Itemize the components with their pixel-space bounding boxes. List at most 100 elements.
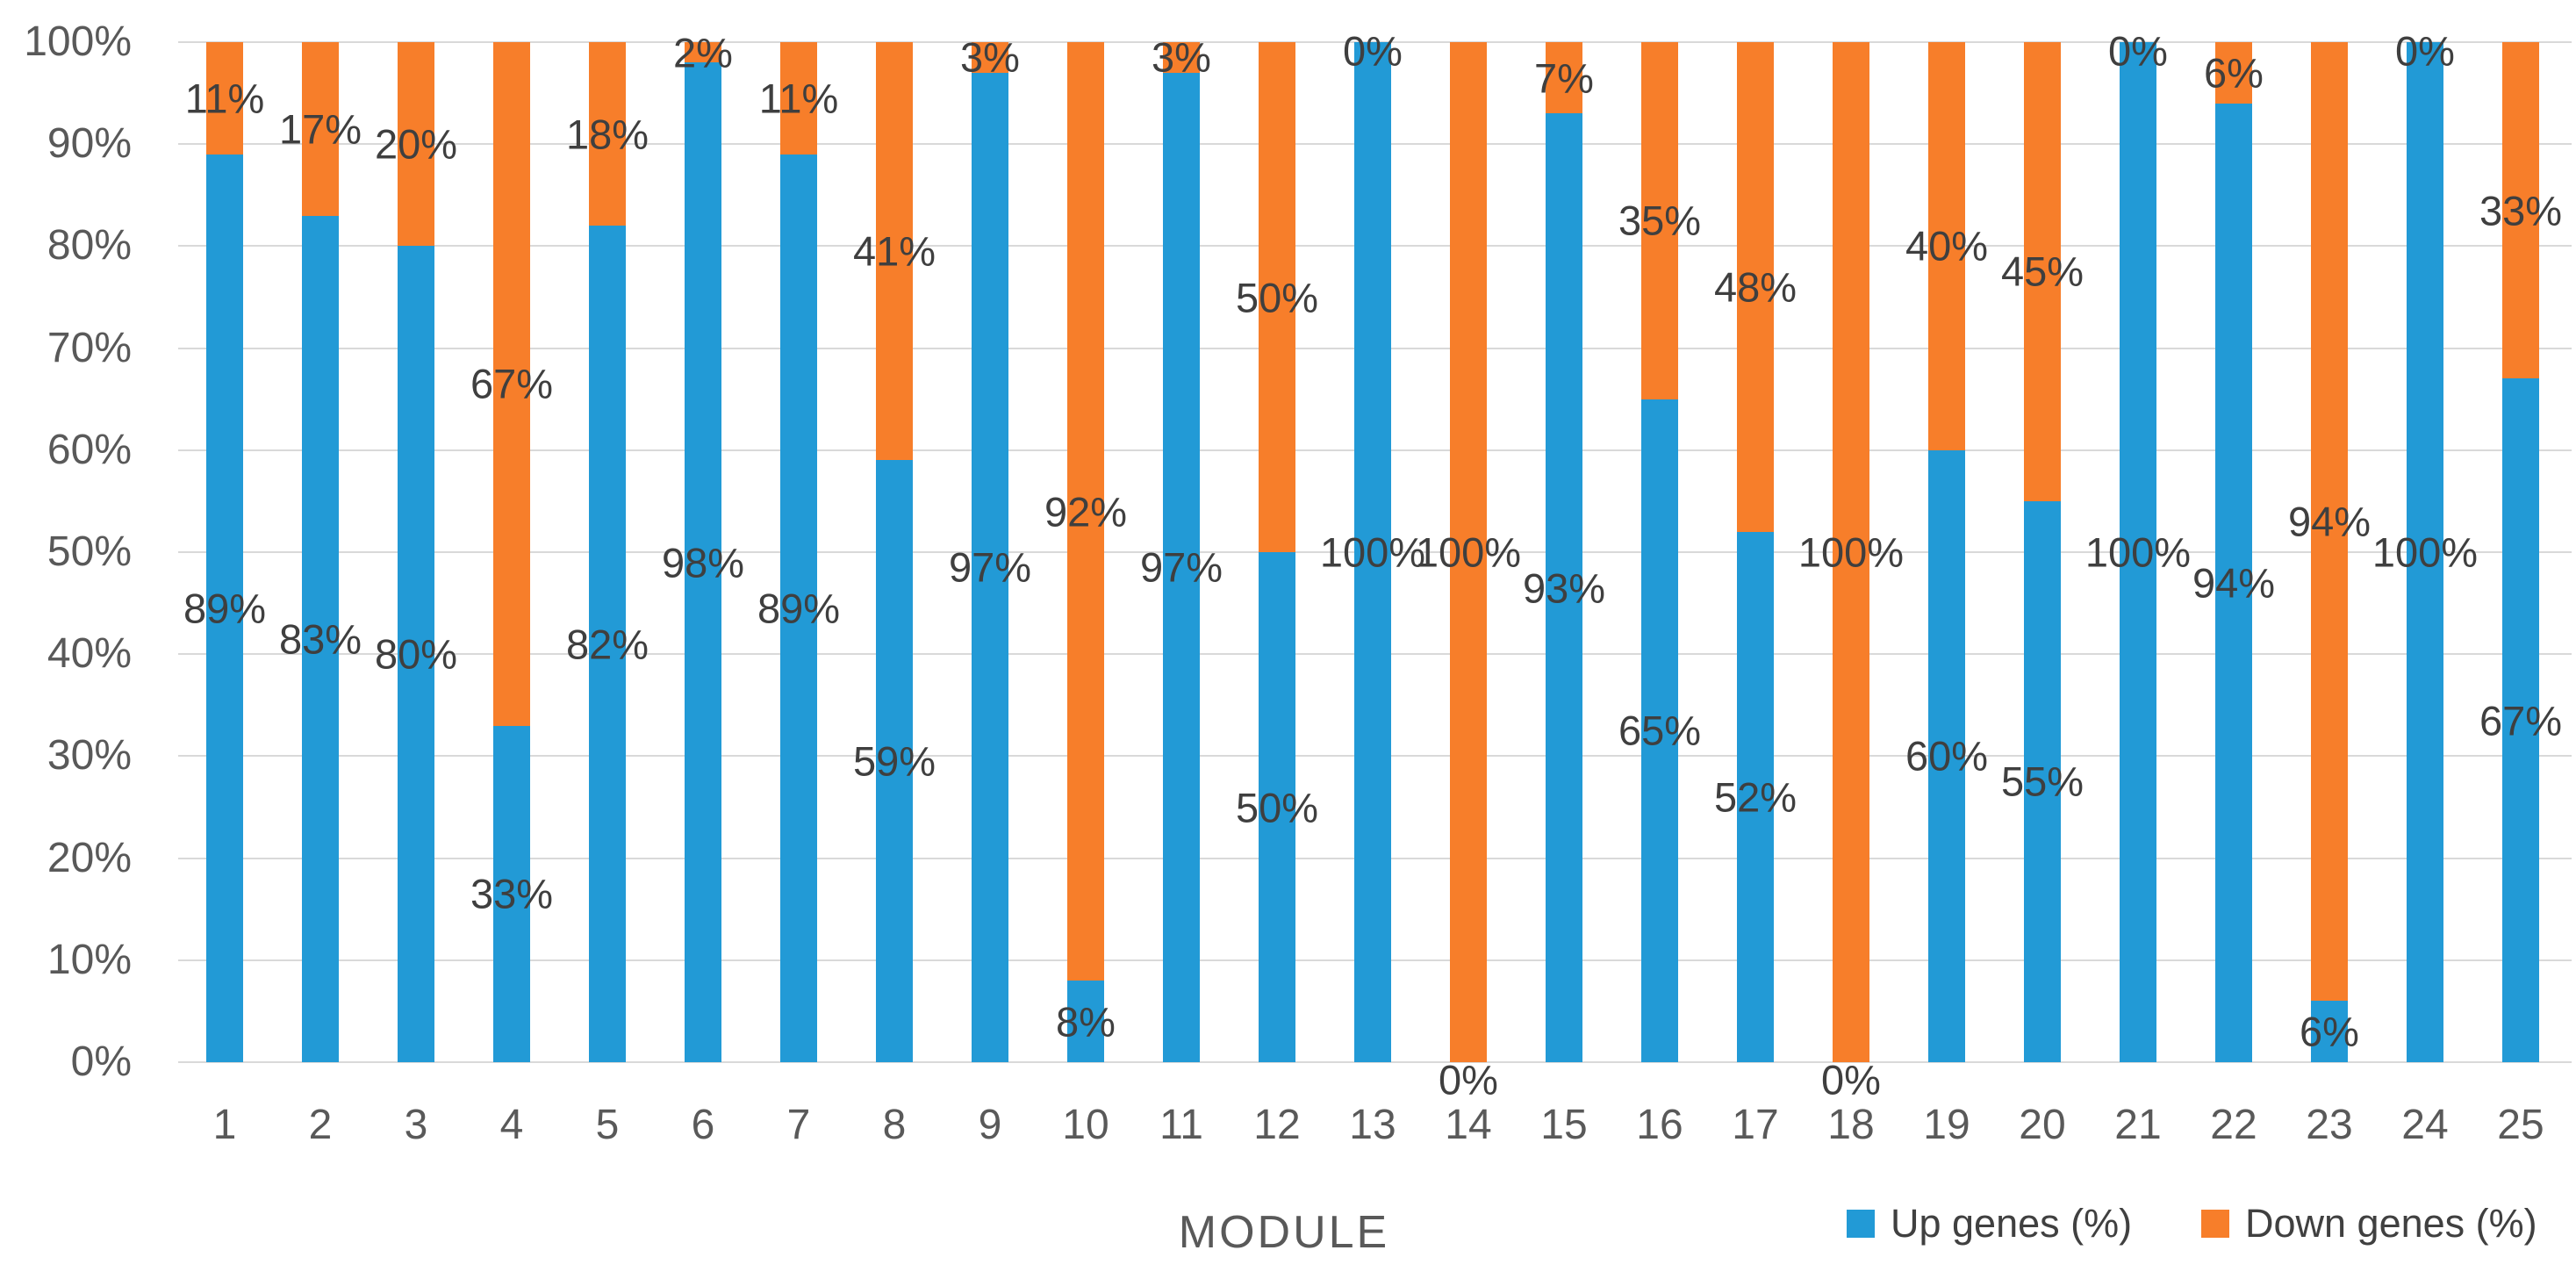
legend-label-up-genes: Up genes (%) (1891, 1201, 2133, 1246)
bar-segment-down-module-12 (1259, 42, 1295, 552)
data-label-up-module-11: 97% (1139, 543, 1223, 591)
data-label-down-module-3: 20% (374, 120, 458, 168)
bar-segment-down-module-3 (398, 42, 434, 247)
data-label-down-module-10: 92% (1044, 488, 1128, 535)
data-label-down-module-12: 50% (1235, 274, 1319, 320)
data-label-up-module-25: 67% (2479, 697, 2563, 744)
data-label-up-module-22: 94% (2192, 559, 2276, 607)
bar-segment-up-module-16 (1641, 399, 1678, 1062)
bar-segment-up-module-4 (493, 725, 530, 1062)
x-axis-tick-label: 1 (212, 1102, 237, 1148)
bar-segment-up-module-5 (589, 226, 626, 1062)
x-axis-tick-label: 5 (595, 1102, 620, 1148)
bar-segment-up-module-25 (2502, 378, 2539, 1062)
legend-label-down-genes: Down genes (%) (2245, 1201, 2537, 1246)
bar-segment-up-module-13 (1354, 42, 1391, 1062)
bar-segment-up-module-10 (1067, 981, 1104, 1062)
data-label-up-module-1: 89% (183, 585, 267, 632)
x-axis-tick-label: 16 (1636, 1102, 1683, 1148)
data-label-down-module-19: 40% (1905, 222, 1989, 269)
x-axis-tick-label: 14 (1445, 1102, 1492, 1148)
data-label-down-module-4: 67% (470, 360, 554, 407)
x-axis-tick-label: 15 (1540, 1102, 1588, 1148)
bar-segment-up-module-23 (2311, 1001, 2348, 1062)
bar-segment-up-module-24 (2407, 42, 2443, 1062)
data-label-down-module-1: 11% (184, 75, 265, 122)
data-label-down-module-7: 11% (758, 75, 839, 122)
data-label-up-module-20: 55% (2000, 758, 2084, 805)
bar-segment-up-module-2 (302, 215, 339, 1062)
data-label-up-module-21: 100% (2084, 528, 2192, 576)
bar-segment-up-module-15 (1546, 113, 1582, 1062)
bar-segment-down-module-7 (780, 42, 817, 154)
y-axis-tick-label: 30% (47, 732, 132, 780)
bar-segment-up-module-3 (398, 246, 434, 1062)
x-axis-tick-label: 7 (786, 1102, 811, 1148)
data-label-down-module-5: 18% (565, 111, 649, 158)
y-axis-tick-label: 60% (47, 426, 132, 473)
bar-segment-down-module-16 (1641, 42, 1678, 399)
data-label-down-module-24: 0% (2395, 27, 2455, 75)
data-label-down-module-2: 17% (278, 105, 362, 153)
bar-segment-up-module-7 (780, 154, 817, 1062)
y-axis-tick-label: 0% (70, 1038, 132, 1085)
x-axis-tick-label: 13 (1349, 1102, 1396, 1148)
data-label-up-module-8: 59% (852, 737, 936, 785)
data-label-up-module-3: 80% (374, 630, 458, 678)
bar-segment-down-module-4 (493, 42, 530, 726)
bar-segment-up-module-19 (1928, 449, 1965, 1062)
legend-item-up-genes: Up genes (%) (1847, 1201, 2132, 1247)
data-label-up-module-5: 82% (565, 621, 649, 668)
bar-segment-down-module-14 (1450, 42, 1487, 1062)
y-axis-tick-label: 20% (47, 834, 132, 881)
legend-swatch-up-genes-icon (1847, 1210, 1875, 1238)
bar-segment-up-module-21 (2120, 42, 2156, 1062)
bar-segment-down-module-25 (2502, 42, 2539, 379)
bar-segment-down-module-10 (1067, 42, 1104, 981)
gridline (178, 1061, 2572, 1063)
data-label-up-module-10: 8% (1056, 998, 1116, 1045)
data-label-down-module-25: 33% (2479, 187, 2563, 234)
bar-segment-down-module-15 (1546, 42, 1582, 114)
data-label-up-module-17: 52% (1713, 773, 1797, 821)
x-axis-tick-label: 10 (1062, 1102, 1109, 1148)
data-label-up-module-18: 0% (1821, 1056, 1881, 1103)
bar-segment-down-module-17 (1737, 42, 1774, 532)
x-axis-tick-label: 22 (2210, 1102, 2257, 1148)
y-axis-tick-label: 90% (47, 120, 132, 168)
bar-segment-down-module-19 (1928, 42, 1965, 450)
bar-segment-down-module-6 (685, 42, 721, 63)
data-label-down-module-13: 0% (1343, 27, 1403, 75)
bar-segment-up-module-9 (972, 72, 1008, 1062)
bar-segment-down-module-8 (876, 42, 913, 461)
data-label-up-module-24: 100% (2371, 528, 2479, 576)
bar-segment-up-module-22 (2215, 103, 2252, 1062)
data-label-up-module-12: 50% (1235, 784, 1319, 830)
x-axis-tick-label: 21 (2114, 1102, 2162, 1148)
data-label-down-module-22: 6% (2204, 49, 2264, 97)
x-axis-tick-label: 12 (1253, 1102, 1301, 1148)
bar-segment-up-module-17 (1737, 531, 1774, 1062)
bar-segment-down-module-20 (2024, 42, 2061, 501)
bar-segment-down-module-22 (2215, 42, 2252, 104)
x-axis-tick-label: 23 (2306, 1102, 2353, 1148)
y-axis-tick-label: 70% (47, 324, 132, 371)
data-label-up-module-23: 6% (2300, 1008, 2359, 1055)
data-label-down-module-18: 100% (1797, 528, 1905, 576)
data-label-up-module-9: 97% (948, 543, 1032, 591)
bar-segment-up-module-20 (2024, 500, 2061, 1062)
data-label-down-module-20: 45% (2000, 248, 2084, 295)
x-axis-tick-label: 11 (1159, 1102, 1203, 1148)
y-axis-tick-label: 50% (47, 528, 132, 575)
bar-segment-down-module-18 (1833, 42, 1869, 1062)
x-axis-tick-label: 17 (1732, 1102, 1779, 1148)
x-axis-tick-label: 8 (882, 1102, 907, 1148)
bar-segment-up-module-8 (876, 460, 913, 1062)
data-label-down-module-15: 7% (1534, 54, 1594, 102)
bar-segment-down-module-11 (1163, 42, 1200, 73)
x-axis-tick-label: 24 (2401, 1102, 2449, 1148)
data-label-up-module-19: 60% (1905, 732, 1989, 780)
data-label-down-module-16: 35% (1618, 197, 1702, 244)
x-axis-tick-label: 3 (404, 1102, 428, 1148)
data-label-up-module-4: 33% (470, 870, 554, 917)
